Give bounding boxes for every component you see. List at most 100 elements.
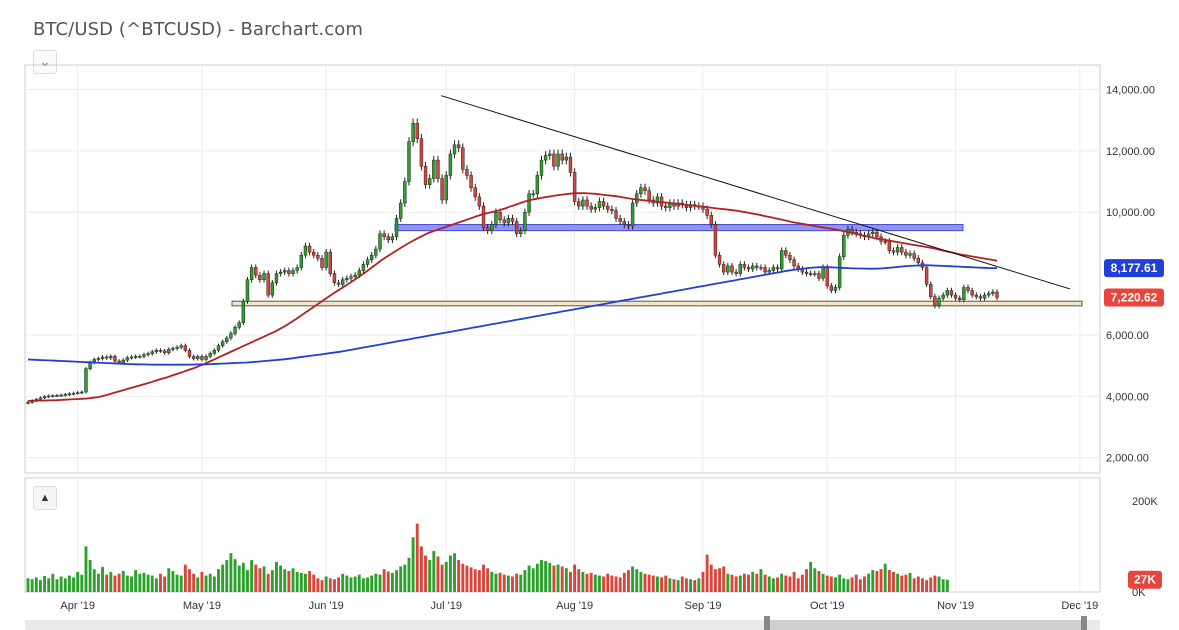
- candle-body: [548, 153, 552, 156]
- candle-body: [411, 123, 415, 142]
- volume-tick-label: 0K: [1132, 587, 1146, 599]
- volume-bar: [96, 573, 100, 592]
- volume-bar: [101, 566, 104, 592]
- triangle-up-icon[interactable]: ▲: [33, 486, 57, 510]
- volume-bar: [134, 570, 138, 592]
- candle-body: [42, 396, 47, 399]
- volume-bar: [871, 570, 875, 592]
- ma-50-line: [28, 192, 998, 402]
- candle-body: [448, 153, 453, 176]
- volume-bar: [291, 568, 295, 592]
- volume-bar: [287, 571, 291, 592]
- candle-body: [572, 172, 577, 202]
- volume-bar: [622, 572, 626, 592]
- volume-bar: [465, 565, 469, 592]
- volume-bar: [469, 567, 473, 592]
- volume-bar: [548, 562, 552, 592]
- volume-bar: [912, 578, 916, 592]
- volume-bar: [419, 546, 423, 592]
- volume-bar: [138, 573, 142, 592]
- ma-value-badge: [1104, 259, 1164, 278]
- volume-bar: [560, 566, 564, 592]
- candle-body: [506, 218, 511, 224]
- candle-body: [945, 290, 950, 296]
- volume-bar: [316, 578, 320, 592]
- chevron-down-icon[interactable]: ⌄: [33, 50, 57, 74]
- candle-body: [974, 294, 978, 297]
- volume-bar: [225, 560, 229, 592]
- candle-body: [175, 346, 179, 349]
- candle-body: [577, 201, 581, 207]
- grid: [25, 65, 1100, 592]
- candles: [26, 118, 999, 405]
- volume-bar: [817, 571, 821, 592]
- candle-body: [245, 279, 250, 302]
- candle-body: [788, 254, 792, 261]
- candle-body: [904, 251, 908, 256]
- volume-bar: [171, 571, 175, 592]
- candle-body: [158, 350, 163, 352]
- candle-body: [987, 293, 991, 296]
- scrollbar-handle-left[interactable]: [764, 616, 770, 630]
- candle-body: [871, 231, 875, 234]
- volume-bar: [453, 553, 456, 592]
- scrollbar-handle-right[interactable]: [1081, 616, 1087, 630]
- volume-bar: [159, 573, 162, 592]
- volume-bar: [117, 573, 121, 592]
- volume-bar: [556, 564, 560, 592]
- volume-bar: [270, 570, 274, 592]
- volume-bar: [130, 576, 133, 592]
- volume-bar: [577, 569, 581, 592]
- candle-body: [365, 259, 370, 265]
- volume-bar: [519, 574, 523, 592]
- volume-bar: [432, 550, 436, 592]
- candle-body: [59, 394, 63, 397]
- candle-body: [655, 196, 660, 204]
- candle-body: [398, 202, 403, 219]
- volume-bar: [275, 561, 278, 592]
- candle-body: [784, 250, 788, 256]
- volume-bar: [154, 578, 158, 592]
- volume-bar: [887, 570, 891, 592]
- volume-bar: [72, 577, 76, 592]
- candle-body: [51, 395, 55, 397]
- candle-body: [225, 337, 229, 342]
- volume-bar: [842, 578, 846, 592]
- volume-bar: [813, 568, 817, 592]
- x-tick-label: Nov '19: [937, 600, 974, 612]
- volume-bar: [668, 578, 672, 592]
- candle-body: [216, 345, 221, 351]
- volume-bar: [784, 575, 788, 592]
- scrollbar-thumb[interactable]: [767, 620, 1085, 630]
- candle-body: [825, 267, 829, 287]
- scrollbar-track[interactable]: [25, 620, 1100, 630]
- candle-body: [958, 297, 962, 300]
- candle-body: [55, 395, 59, 397]
- volume-badge: [1128, 570, 1162, 589]
- volume-bar: [593, 574, 597, 592]
- volume-bar: [444, 561, 448, 592]
- volume-bar: [395, 570, 399, 592]
- volume-bar: [933, 575, 937, 592]
- candle-body: [270, 282, 275, 296]
- candle-body: [750, 265, 755, 270]
- candle-body: [556, 153, 560, 167]
- volume-bar: [175, 574, 179, 592]
- candle-body: [597, 201, 602, 208]
- volume-bar: [192, 573, 196, 592]
- last-price-text: 7,220.62: [1111, 291, 1158, 305]
- candle-body: [419, 138, 424, 167]
- candle-body: [204, 356, 208, 360]
- volume-bar: [163, 576, 167, 592]
- candle-body: [519, 230, 523, 234]
- volume-bar: [399, 566, 403, 592]
- y-tick-label: 6,000.00: [1106, 330, 1149, 342]
- candle-body: [403, 181, 407, 204]
- candle-body: [891, 250, 896, 253]
- volume-bar: [751, 571, 755, 592]
- volume-bar: [863, 576, 866, 592]
- volume-bar: [258, 568, 262, 592]
- candle-body: [606, 205, 610, 210]
- candle-body: [523, 211, 527, 231]
- candle-body: [183, 345, 188, 351]
